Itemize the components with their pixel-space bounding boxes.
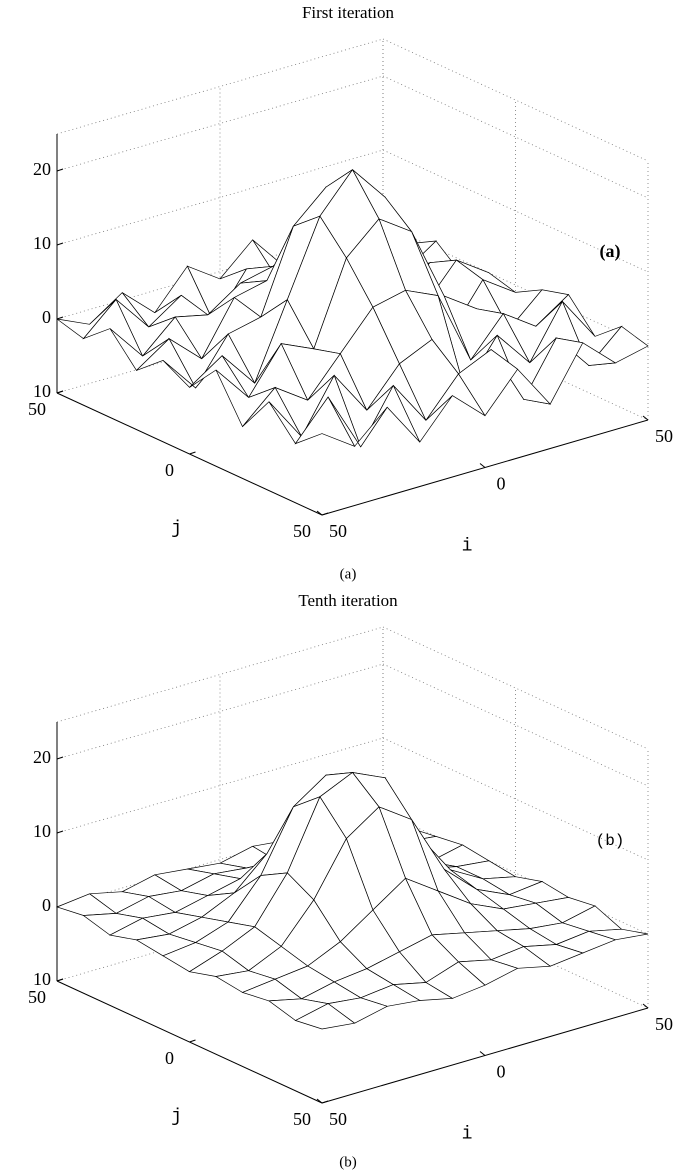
z-tick [56, 316, 64, 320]
y-axis-label: j [171, 1107, 182, 1127]
x-tick [316, 510, 323, 516]
x-tick [642, 1003, 649, 1009]
x-tick [316, 1098, 323, 1104]
z-tick [56, 830, 64, 834]
y-tick-label: 50 [293, 1109, 311, 1129]
x-tick [479, 1051, 486, 1056]
x-tick-label: 50 [329, 521, 347, 541]
y-tick [56, 978, 64, 982]
y-tick [189, 451, 196, 455]
z-tick-label: 10 [33, 969, 51, 989]
y-tick-label: 50 [28, 987, 46, 1007]
mesh-cell [294, 1003, 356, 1030]
x-tick-label: 50 [655, 1014, 673, 1034]
grid-line [56, 663, 384, 760]
z-tick-label: 10 [33, 233, 51, 253]
grid-line [382, 663, 649, 787]
grid-line [56, 75, 384, 172]
z-tick [56, 756, 64, 760]
z-tick-label: 10 [33, 381, 51, 401]
grid-line [56, 811, 384, 908]
z-tick [56, 168, 64, 172]
annotation: (a) [600, 241, 621, 262]
x-tick [642, 415, 649, 421]
y-tick-label: 50 [293, 521, 311, 541]
y-tick [321, 512, 329, 516]
z-tick-label: 0 [42, 895, 51, 915]
grid-line [56, 297, 384, 394]
chart-title: First iteration [302, 3, 395, 22]
grid-line [382, 626, 649, 750]
grid-line [382, 38, 649, 162]
y-tick [56, 390, 64, 394]
y-axis-label: j [171, 519, 182, 539]
x-tick-label: 0 [497, 1062, 506, 1082]
grid-line [382, 811, 649, 935]
z-tick-label: 0 [42, 307, 51, 327]
x-tick-label: 0 [497, 474, 506, 494]
z-tick-label: 20 [33, 747, 51, 767]
x-axis-label: i [462, 536, 473, 556]
grid-line [382, 737, 649, 861]
x-tick-label: 50 [329, 1109, 347, 1129]
caption: (b) [339, 1154, 357, 1170]
grid-line [56, 885, 384, 982]
x-axis-label: i [462, 1124, 473, 1144]
mesh-cell [294, 396, 356, 447]
x-tick [479, 463, 486, 468]
y-tick-label: 0 [165, 1048, 174, 1068]
grid-line [56, 149, 384, 246]
y-tick [189, 1039, 196, 1043]
z-tick-label: 20 [33, 159, 51, 179]
annotation: (b) [596, 832, 625, 850]
grid-line [56, 737, 384, 834]
x-tick-label: 50 [655, 426, 673, 446]
caption: (a) [340, 566, 357, 582]
z-tick-label: 10 [33, 821, 51, 841]
y-tick-label: 50 [28, 399, 46, 419]
y-tick-label: 0 [165, 460, 174, 480]
grid-line [382, 149, 649, 273]
chart-title: Tenth iteration [298, 591, 398, 610]
grid-line [56, 626, 384, 723]
y-tick [321, 1100, 329, 1104]
grid-line [382, 75, 649, 199]
z-tick [56, 242, 64, 246]
grid-line [56, 38, 384, 135]
